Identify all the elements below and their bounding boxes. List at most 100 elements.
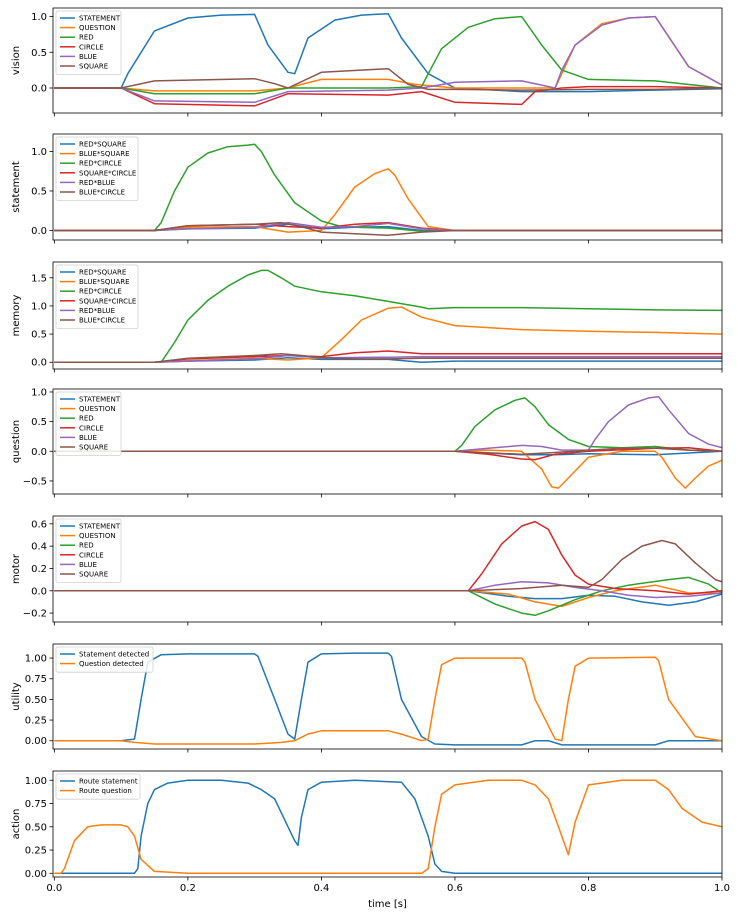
panel-statement: 0.00.51.0statementRED*SQUAREBLUE*SQUARER… — [11, 133, 723, 244]
series-line-red — [54, 15, 722, 95]
series-line-question — [54, 584, 722, 608]
series-line-blue — [54, 395, 722, 453]
panel-utility: 0.00 0.25 0.50 0.75 1.00 utility Statement det… — [11, 643, 723, 753]
legend-label: STATEMENT — [79, 396, 121, 404]
panel-action: 0.00 0.25 0.50 0.75 1.00 0.0 0.2 0.4 0.6 0.8 1.0 ac… — [11, 770, 730, 910]
series-line-blue-circle — [54, 221, 722, 237]
y-tick-label: 0.5 — [31, 48, 47, 59]
panel-memory: 0.00.51.01.5memoryRED*SQUAREBLUE*SQUARER… — [11, 261, 723, 373]
axes-frame — [52, 133, 723, 241]
y-axis-label: action — [11, 809, 22, 840]
y-tick-label: 1.0 — [31, 301, 47, 312]
y-tick-label: 0.25 — [25, 846, 47, 857]
y-tick-label: 0.25 — [25, 716, 47, 727]
x-tick-label: 1.0 — [714, 883, 730, 894]
series-line-red-circle — [54, 143, 722, 233]
series-line-statement-detected — [54, 652, 722, 746]
legend-label: Statement detected — [79, 651, 149, 659]
axes-frame — [52, 261, 723, 370]
series-line-route-question — [54, 779, 722, 875]
y-tick-label: 0.0 — [31, 84, 47, 95]
x-tick-label: 0.8 — [581, 883, 597, 894]
y-tick-label: 1.0 — [31, 12, 47, 23]
series-line-red — [54, 397, 722, 453]
x-tick-label: 0.2 — [180, 883, 196, 894]
legend-label: SQUARE*CIRCLE — [79, 297, 136, 305]
y-tick-label: 1.5 — [31, 273, 47, 284]
series-line-red-circle — [54, 269, 722, 363]
legend-label: RED*CIRCLE — [79, 160, 122, 168]
y-tick-label: 0.0 — [31, 447, 47, 458]
series-line-circle — [54, 85, 722, 107]
legend-label: SQUARE — [79, 571, 108, 579]
series-line-square — [54, 539, 722, 592]
y-axis-label: vision — [11, 46, 22, 75]
y-tick-label: 0.2 — [31, 564, 47, 575]
y-axis-label: utility — [11, 682, 22, 711]
x-tick-label: 0.0 — [46, 883, 62, 894]
x-tick-label: 0.6 — [447, 883, 463, 894]
legend-label: BLUE — [79, 561, 97, 569]
legend-label: SQUARE*CIRCLE — [79, 169, 136, 177]
legend-label: RED*CIRCLE — [79, 288, 122, 296]
axes-frame — [52, 643, 723, 750]
y-tick-label: 0.75 — [25, 799, 47, 810]
y-axis-label: question — [11, 420, 22, 463]
y-tick-label: −0.5 — [23, 476, 47, 487]
x-tick-label: 0.4 — [313, 883, 329, 894]
legend-label: BLUE*SQUARE — [79, 278, 130, 286]
series-line-blue — [54, 581, 722, 599]
y-tick-label: 1.00 — [25, 654, 47, 665]
legend-label: RED — [79, 415, 94, 423]
legend-label: SQUARE — [79, 63, 108, 71]
legend-label: SQUARE — [79, 444, 108, 452]
legend-label: QUESTION — [79, 532, 116, 540]
legend-label: Route question — [79, 787, 132, 795]
legend-label: BLUE*SQUARE — [79, 150, 130, 158]
y-tick-label: 0.50 — [25, 695, 47, 706]
y-tick-label: 0.00 — [25, 869, 47, 880]
y-tick-label: 0.5 — [31, 330, 47, 341]
legend-label: RED — [79, 34, 94, 42]
y-axis-label: memory — [11, 295, 22, 337]
series-line-question — [54, 449, 722, 489]
y-axis-label: statement — [11, 161, 22, 213]
legend-label: QUESTION — [79, 405, 116, 413]
axes-frame — [52, 770, 723, 878]
legend-label: Route statement — [79, 778, 138, 786]
legend-label: RED — [79, 542, 94, 550]
y-tick-label: 1.0 — [31, 387, 47, 398]
y-tick-label: 0.50 — [25, 822, 47, 833]
series-line-route-statement — [54, 779, 722, 875]
legend-label: CIRCLE — [79, 424, 104, 432]
x-axis-label: time [s] — [368, 899, 407, 910]
y-axis-label: motor — [11, 553, 22, 584]
y-tick-label: 0.00 — [25, 736, 47, 747]
legend-label: RED*SQUARE — [79, 269, 126, 277]
legend-label: BLUE*CIRCLE — [79, 189, 125, 197]
legend-label: Question detected — [79, 660, 144, 668]
legend-label: STATEMENT — [79, 15, 121, 23]
y-tick-label: −0.2 — [23, 609, 47, 620]
y-tick-label: 1.0 — [31, 147, 47, 158]
legend-label: STATEMENT — [79, 523, 121, 531]
legend-label: RED*BLUE — [79, 179, 115, 187]
y-tick-label: 0.5 — [31, 186, 47, 197]
legend-label: BLUE — [79, 434, 97, 442]
y-tick-label: 0.75 — [25, 674, 47, 685]
y-tick-label: 0.0 — [31, 586, 47, 597]
series-line-red-blue — [54, 221, 722, 232]
legend-label: RED*SQUARE — [79, 141, 126, 149]
y-tick-label: 0.5 — [31, 417, 47, 428]
series-line-blue-square — [54, 168, 722, 233]
